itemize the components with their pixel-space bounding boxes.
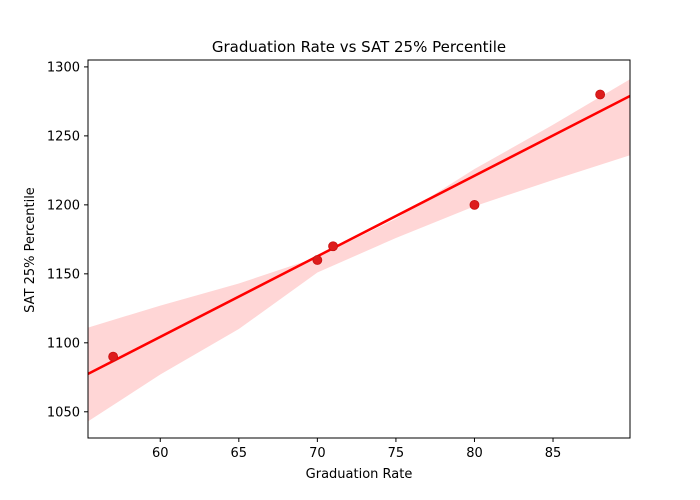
plot-frame xyxy=(87,59,631,439)
data-point xyxy=(108,351,119,362)
confidence-band xyxy=(88,79,630,422)
x-tick-label: 70 xyxy=(309,446,326,461)
x-tick-label: 75 xyxy=(388,446,405,461)
y-tick-label: 1150 xyxy=(47,267,80,282)
x-tick-label: 60 xyxy=(152,446,169,461)
regression-line xyxy=(88,94,630,376)
data-point xyxy=(469,199,480,210)
data-point xyxy=(328,241,338,252)
y-tick-label: 1250 xyxy=(47,129,80,144)
x-tick-label: 80 xyxy=(466,446,483,461)
x-tick-label: 85 xyxy=(545,446,562,461)
y-tick-label: 1100 xyxy=(47,336,80,351)
y-tick-label: 1200 xyxy=(47,198,80,213)
plot-layer: 60 65 70 75 80 85 1050 1100 1150 1200 1250 1300 xyxy=(47,59,631,461)
x-axis-label: Graduation Rate xyxy=(306,467,413,482)
data-point xyxy=(595,89,606,100)
y-tick-label: 1050 xyxy=(47,405,80,420)
y-tick-label: 1300 xyxy=(47,60,80,75)
x-tick-label: 65 xyxy=(231,446,248,461)
y-axis-label: SAT 25% Percentile xyxy=(23,187,38,313)
data-point xyxy=(312,255,323,265)
chart-title: Graduation Rate vs SAT 25% Percentile xyxy=(212,38,506,56)
